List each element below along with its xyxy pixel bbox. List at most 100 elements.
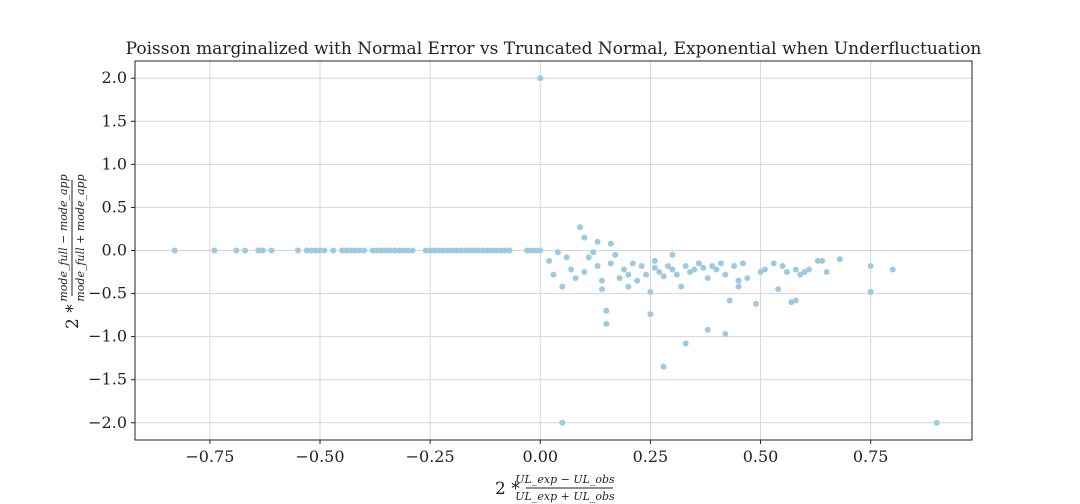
scatter-point	[400, 247, 407, 254]
scatter-point	[387, 247, 394, 254]
x-tick-label: 0.50	[743, 447, 779, 466]
scatter-point	[770, 260, 777, 267]
scatter-point	[647, 311, 654, 318]
scatter-point	[731, 263, 738, 270]
scatter-point	[603, 320, 610, 327]
y-label-denominator: mode_full + mode_app	[74, 174, 87, 301]
scatter-point	[405, 247, 412, 254]
scatter-point	[550, 271, 557, 278]
scatter-point	[572, 275, 579, 282]
y-tick-label: −1.5	[88, 370, 127, 389]
scatter-point	[797, 271, 804, 278]
y-tick-label: −0.5	[88, 284, 127, 303]
scatter-point	[678, 283, 685, 290]
scatter-point	[554, 249, 561, 256]
scatter-point	[576, 224, 583, 231]
scatter-point	[709, 263, 716, 270]
scatter-point	[303, 247, 310, 254]
scatter-point	[532, 247, 539, 254]
x-tick-label: 0.75	[853, 447, 889, 466]
scatter-point	[647, 288, 654, 295]
scatter-point	[792, 266, 799, 273]
scatter-point	[321, 247, 328, 254]
scatter-point	[294, 247, 301, 254]
scatter-point	[801, 269, 808, 276]
scatter-point	[634, 277, 641, 284]
x-ticks: −0.75 −0.50 −0.25 0.00 0.25 0.50 0.75	[185, 440, 888, 466]
scatter-point	[471, 247, 478, 254]
x-tick-label: −0.25	[406, 447, 455, 466]
scatter-point	[449, 247, 456, 254]
scatter-point	[493, 247, 500, 254]
scatter-point	[590, 249, 597, 256]
scatter-point	[775, 286, 782, 293]
scatter-point	[457, 247, 464, 254]
scatter-point	[823, 269, 830, 276]
data-points	[171, 75, 940, 426]
scatter-point	[933, 419, 940, 426]
scatter-point	[422, 247, 429, 254]
scatter-point	[612, 251, 619, 258]
scatter-point	[607, 260, 614, 267]
scatter-point	[722, 271, 729, 278]
scatter-point	[620, 266, 627, 273]
scatter-point	[722, 331, 729, 338]
scatter-point	[537, 75, 544, 82]
scatter-point	[594, 263, 601, 270]
scatter-point	[343, 247, 350, 254]
scatter-point	[814, 257, 821, 264]
chart-title: Poisson marginalized with Normal Error v…	[126, 39, 982, 59]
scatter-point	[506, 247, 513, 254]
scatter-point	[347, 247, 354, 254]
scatter-point	[625, 283, 632, 290]
scatter-point	[383, 247, 390, 254]
scatter-point	[462, 247, 469, 254]
scatter-point	[819, 257, 826, 264]
scatter-point	[665, 263, 672, 270]
scatter-point	[581, 269, 588, 276]
scatter-point	[268, 247, 275, 254]
x-label-numerator: UL_exp − UL_obs	[515, 473, 615, 486]
x-label-denominator: UL_exp + UL_obs	[515, 490, 615, 503]
scatter-point	[546, 257, 553, 264]
scatter-point	[598, 277, 605, 284]
scatter-point	[585, 254, 592, 261]
scatter-point	[524, 247, 531, 254]
scatter-point	[783, 269, 790, 276]
scatter-point	[475, 247, 482, 254]
scatter-point	[700, 264, 707, 271]
scatter-point	[673, 271, 680, 278]
scatter-point	[651, 264, 658, 271]
scatter-point	[374, 247, 381, 254]
y-tick-label: 1.5	[102, 111, 127, 130]
scatter-point	[761, 266, 768, 273]
scatter-point	[233, 247, 240, 254]
y-label-numerator: mode_full − mode_app	[57, 174, 70, 301]
scatter-point	[312, 247, 319, 254]
scatter-point	[484, 247, 491, 254]
y-tick-label: 2.0	[102, 68, 127, 87]
scatter-point	[889, 266, 896, 273]
scatter-point	[488, 247, 495, 254]
scatter-point	[502, 247, 509, 254]
scatter-point	[242, 247, 249, 254]
scatter-point	[528, 247, 535, 254]
scatter-point	[211, 247, 218, 254]
scatter-point	[779, 263, 786, 270]
y-tick-label: 0.5	[102, 197, 127, 216]
scatter-point	[660, 363, 667, 370]
scatter-point	[378, 247, 385, 254]
scatter-point	[792, 297, 799, 304]
scatter-point	[669, 251, 676, 258]
scatter-point	[171, 247, 178, 254]
scatter-point	[559, 419, 566, 426]
y-tick-label: −1.0	[88, 327, 127, 346]
scatter-point	[735, 277, 742, 284]
scatter-point	[616, 275, 623, 282]
scatter-point	[607, 240, 614, 247]
scatter-point	[704, 275, 711, 282]
scatter-point	[638, 263, 645, 270]
scatter-point	[757, 269, 764, 276]
y-tick-label: 0.0	[102, 241, 127, 260]
